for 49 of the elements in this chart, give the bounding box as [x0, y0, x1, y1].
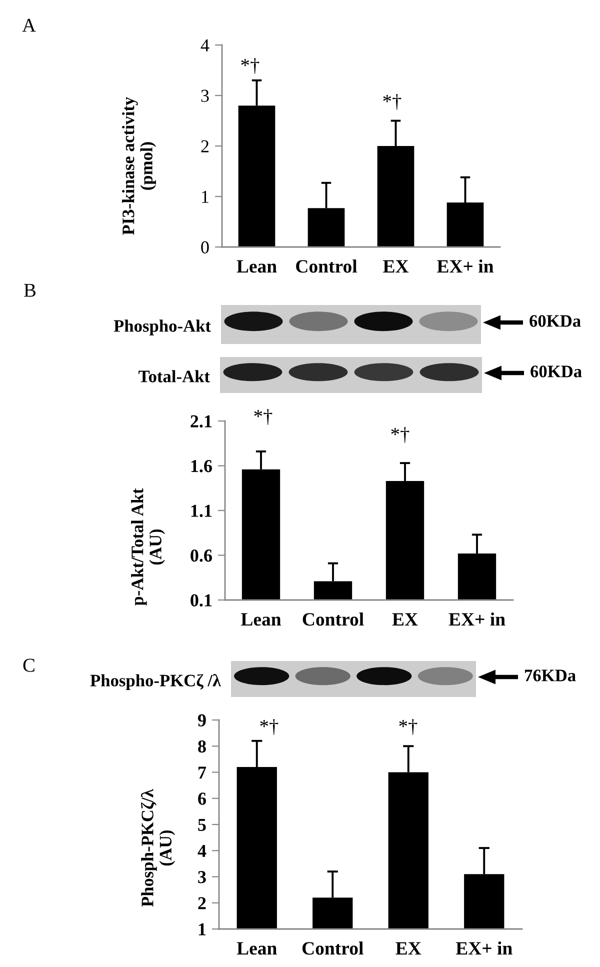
y-tick-label: 1 [202, 190, 208, 203]
y-tick-label: 1.6 [191, 460, 212, 472]
text: Phospho-Akt [114, 320, 211, 336]
text: 76KDa [524, 670, 576, 682]
y-tick-label: 2 [198, 897, 206, 910]
annotation: *† [391, 427, 410, 443]
y-axis-title: Phosph-PKCζ/λ (AU) [140, 788, 176, 907]
y-tick-label: 0.6 [190, 550, 212, 562]
y-tick-label: 4 [200, 39, 210, 52]
x-tick-label: Control [302, 612, 364, 626]
text: A [22, 18, 36, 32]
y-tick-label: 0 [201, 241, 209, 254]
y-tick-label: 9 [198, 714, 206, 726]
annotation: *† [260, 719, 278, 735]
y-tick-label: 3 [201, 90, 209, 102]
y-tick-label: 2 [201, 140, 209, 152]
y-tick-label: 7 [198, 766, 206, 779]
x-tick-label: EX+ in [437, 260, 494, 273]
annotation: *† [241, 58, 260, 74]
x-tick-label: Control [302, 942, 364, 955]
y-tick-label: 6 [198, 792, 206, 805]
annotation: *† [399, 719, 418, 735]
y-axis-title: p-Akt/Total Akt (AU) [131, 488, 165, 606]
y-tick-label: 0.1 [190, 594, 212, 607]
y-tick-label: 3 [198, 871, 206, 884]
text: B [24, 284, 36, 297]
y-tick-label: 1 [198, 923, 206, 936]
x-tick-label: Lean [236, 260, 277, 273]
x-tick-label: EX [383, 260, 409, 273]
x-tick-label: EX+ in [448, 612, 506, 626]
x-tick-label: Control [296, 260, 358, 273]
x-tick-label: EX+ in [456, 942, 512, 955]
annotation: *† [383, 94, 402, 110]
text: Phospho-PKCζ /λ [90, 674, 222, 690]
text: 60KDa [530, 315, 581, 327]
x-tick-label: Lean [241, 613, 282, 626]
y-tick-label: 1.1 [191, 504, 212, 518]
y-tick-label: 2.1 [190, 415, 212, 428]
y-tick-label: 4 [198, 845, 206, 857]
x-tick-label: EX [392, 613, 418, 626]
y-axis-title: PI3-kinase activity (pmol) [122, 96, 156, 235]
text: 60KDa [530, 366, 582, 378]
annotation: *† [254, 409, 272, 425]
text: C [23, 658, 34, 672]
y-tick-label: 8 [198, 740, 206, 753]
text: Total-Akt [138, 370, 210, 382]
x-tick-label: EX [396, 942, 422, 955]
x-tick-label: Lean [236, 942, 277, 955]
y-tick-label: 5 [198, 818, 206, 831]
